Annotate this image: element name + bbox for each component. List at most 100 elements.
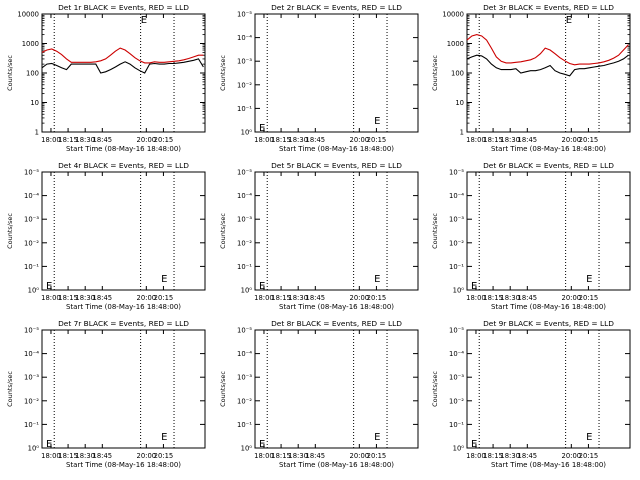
plot-frame <box>254 329 419 449</box>
y-tick-label: 10⁰ <box>241 287 253 295</box>
panel-title: Det 5r BLACK = Events, RED = LLD <box>271 161 402 170</box>
x-tick-label: 18:30 <box>500 452 520 460</box>
x-tick-label: 18:15 <box>58 452 78 460</box>
panel-det-4: Det 4r BLACK = Events, RED = LLD18:0018:… <box>6 161 206 311</box>
x-tick-label: 18:30 <box>75 294 95 302</box>
y-tick-label: 1 <box>460 129 464 137</box>
x-tick-label: 20:15 <box>579 452 599 460</box>
y-tick-label: 10⁰ <box>28 287 40 295</box>
y-tick-label: 10⁻³ <box>237 216 252 224</box>
panel-title: Det 2r BLACK = Events, RED = LLD <box>271 3 402 12</box>
y-axis-label: Counts/sec <box>6 371 14 407</box>
event-marker-label: E <box>586 432 592 443</box>
y-tick-label: 10⁻⁴ <box>24 192 39 200</box>
y-tick-label: 10⁻³ <box>237 374 252 382</box>
panel-title: Det 1r BLACK = Events, RED = LLD <box>58 3 189 12</box>
y-tick-label: 10⁻¹ <box>449 263 464 271</box>
lld-series-line <box>466 34 629 66</box>
x-tick-label: 20:15 <box>154 294 174 302</box>
x-tick-label: 18:45 <box>93 136 113 144</box>
panel-title: Det 9r BLACK = Events, RED = LLD <box>483 319 614 328</box>
panel-title: Det 7r BLACK = Events, RED = LLD <box>58 319 189 328</box>
x-tick-label: 18:30 <box>500 136 520 144</box>
event-marker-label: E <box>259 281 265 292</box>
panel-title: Det 8r BLACK = Events, RED = LLD <box>271 319 402 328</box>
y-tick-label: 10⁻² <box>237 239 252 247</box>
x-tick-label: 20:15 <box>154 136 174 144</box>
y-tick-label: 10⁻⁴ <box>449 192 464 200</box>
x-tick-label: 20:15 <box>579 294 599 302</box>
x-tick-label: 20:00 <box>137 452 157 460</box>
plot-frame <box>41 171 206 291</box>
y-tick-label: 10⁻³ <box>24 374 39 382</box>
x-axis-label: Start Time (08-May-16 18:48:00) <box>66 145 181 153</box>
x-axis-label: Start Time (08-May-16 18:48:00) <box>279 303 394 311</box>
y-tick-label: 10⁰ <box>28 445 40 453</box>
x-tick-label: 18:30 <box>75 136 95 144</box>
y-tick-label: 10⁻⁵ <box>24 327 39 335</box>
x-tick-label: 20:15 <box>367 452 387 460</box>
x-tick-label: 20:00 <box>562 294 582 302</box>
x-tick-label: 18:15 <box>271 452 291 460</box>
x-tick-label: 20:00 <box>350 452 370 460</box>
y-tick-label: 10⁻² <box>449 397 464 405</box>
x-tick-label: 20:15 <box>579 136 599 144</box>
y-axis-label: Counts/sec <box>6 55 14 91</box>
plot-frame <box>254 171 419 291</box>
x-tick-label: 18:45 <box>306 136 326 144</box>
y-axis-label: Counts/sec <box>431 213 439 249</box>
y-tick-label: 10⁻¹ <box>237 105 252 113</box>
y-axis-label: Counts/sec <box>431 371 439 407</box>
x-tick-label: 18:15 <box>483 136 503 144</box>
y-tick-label: 10⁻² <box>237 397 252 405</box>
x-tick-label: 18:15 <box>58 294 78 302</box>
y-tick-label: 10⁻¹ <box>237 263 252 271</box>
plot-frame <box>466 171 631 291</box>
event-marker-label: E <box>259 439 265 450</box>
x-tick-label: 18:30 <box>75 452 95 460</box>
panel-title: Det 4r BLACK = Events, RED = LLD <box>58 161 189 170</box>
x-tick-label: 18:15 <box>271 294 291 302</box>
y-tick-label: 10⁻⁴ <box>24 350 39 358</box>
y-tick-label: 10⁻¹ <box>24 263 39 271</box>
event-marker-label: E <box>46 281 52 292</box>
x-tick-label: 20:00 <box>562 452 582 460</box>
x-tick-label: 18:30 <box>288 452 308 460</box>
y-tick-label: 10⁻⁵ <box>24 169 39 177</box>
y-axis-label: Counts/sec <box>219 371 227 407</box>
plot-frame <box>466 329 631 449</box>
y-tick-label: 10000 <box>17 11 39 19</box>
event-marker-label: E <box>374 274 380 285</box>
panel-det-9: Det 9r BLACK = Events, RED = LLD18:0018:… <box>431 319 631 469</box>
y-tick-label: 10 <box>30 99 39 107</box>
events-series-line <box>41 58 204 74</box>
x-tick-label: 18:45 <box>518 452 538 460</box>
y-tick-label: 10⁻¹ <box>449 421 464 429</box>
x-tick-label: 18:45 <box>306 452 326 460</box>
event-marker-label: E <box>374 432 380 443</box>
plot-frame <box>466 13 631 133</box>
x-axis-label: Start Time (08-May-16 18:48:00) <box>66 303 181 311</box>
y-tick-label: 10⁰ <box>453 445 465 453</box>
event-marker-label: E <box>161 274 167 285</box>
y-tick-label: 10⁻⁵ <box>449 169 464 177</box>
x-tick-label: 20:15 <box>367 294 387 302</box>
panel-det-5: Det 5r BLACK = Events, RED = LLD18:0018:… <box>219 161 419 311</box>
y-tick-label: 10⁰ <box>241 445 253 453</box>
event-marker-label: E <box>374 116 380 127</box>
y-tick-label: 10⁻² <box>24 239 39 247</box>
panel-det-7: Det 7r BLACK = Events, RED = LLD18:0018:… <box>6 319 206 469</box>
x-tick-label: 20:15 <box>367 136 387 144</box>
y-axis-label: Counts/sec <box>219 213 227 249</box>
x-tick-label: 18:00 <box>466 294 486 302</box>
x-axis-label: Start Time (08-May-16 18:48:00) <box>66 461 181 469</box>
y-axis-label: Counts/sec <box>6 213 14 249</box>
x-tick-label: 18:30 <box>288 136 308 144</box>
y-tick-label: 10 <box>455 99 464 107</box>
panel-title: Det 3r BLACK = Events, RED = LLD <box>483 3 614 12</box>
y-tick-label: 10⁻⁴ <box>237 350 252 358</box>
x-tick-label: 18:45 <box>518 294 538 302</box>
panel-det-6: Det 6r BLACK = Events, RED = LLD18:0018:… <box>431 161 631 311</box>
y-tick-label: 10⁻⁵ <box>237 11 252 19</box>
y-tick-label: 10⁻¹ <box>237 421 252 429</box>
